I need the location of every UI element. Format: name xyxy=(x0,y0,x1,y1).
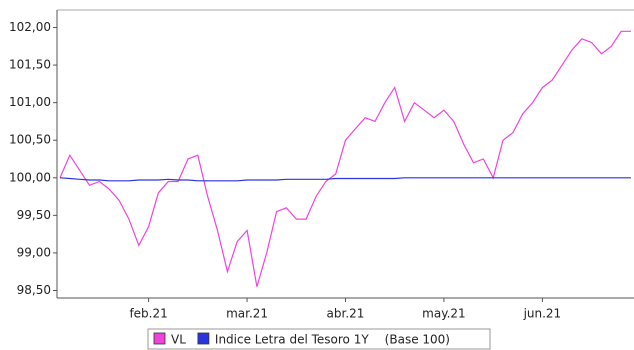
y-tick-label: 99,50 xyxy=(17,208,51,222)
legend-note: (Base 100) xyxy=(385,333,450,347)
y-tick-label: 101,50 xyxy=(9,58,51,72)
y-tick-label: 102,00 xyxy=(9,20,51,34)
y-tick-label: 100,50 xyxy=(9,133,51,147)
series-line xyxy=(59,177,631,182)
x-tick-label: jun.21 xyxy=(523,307,562,321)
legend-label: VL xyxy=(171,333,186,347)
legend-label: Indice Letra del Tesoro 1Y xyxy=(215,333,369,347)
y-tick-label: 98,50 xyxy=(17,283,51,297)
legend-swatch xyxy=(153,332,166,345)
y-tick-label: 101,00 xyxy=(9,95,51,109)
x-tick-label: mar.21 xyxy=(226,307,268,321)
series-line xyxy=(59,30,631,287)
y-tick-label: 99,00 xyxy=(17,245,51,259)
legend-swatch xyxy=(197,332,210,345)
x-tick-label: may.21 xyxy=(422,307,466,321)
legend-box xyxy=(147,328,491,350)
x-tick-label: feb.21 xyxy=(129,307,167,321)
x-tick-label: abr.21 xyxy=(327,307,365,321)
y-tick-label: 100,00 xyxy=(9,170,51,184)
